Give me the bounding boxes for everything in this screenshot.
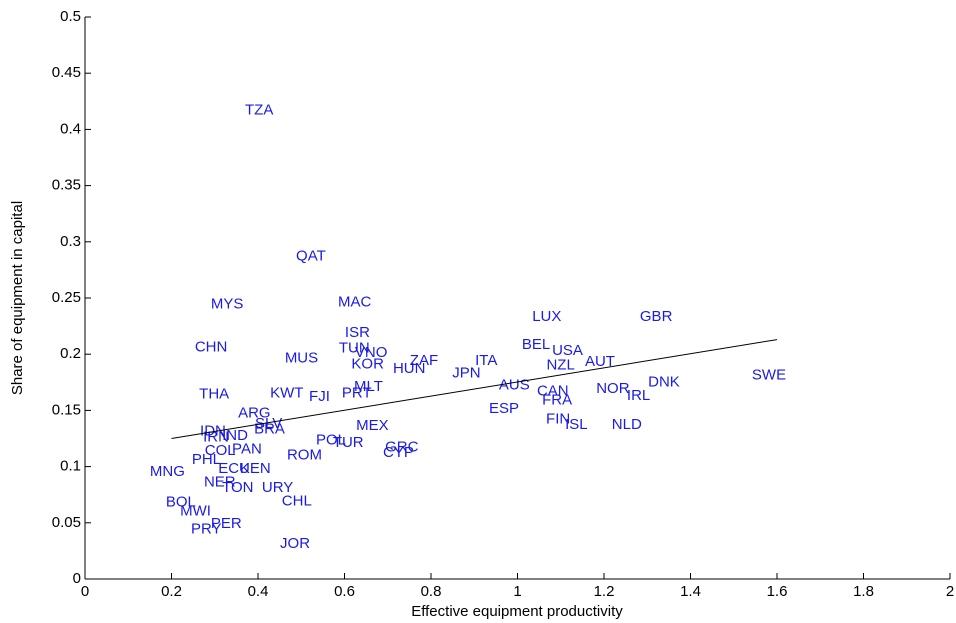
y-tick-label: 0.05 [52,514,81,531]
point-label: NER [204,473,236,490]
point-label: GRC [385,438,419,455]
point-label: CAN [537,382,569,399]
point-label: TUN [339,340,370,357]
point-label: ZAF [410,352,438,369]
y-tick-label: 0.2 [60,345,81,362]
point-label: ARG [238,405,271,422]
point-label: PER [211,515,242,532]
point-label: MNG [150,463,185,480]
x-tick-label: 0 [81,583,89,600]
point-label: THA [199,386,229,403]
point-label: NZL [546,356,574,373]
point-label: MEX [356,417,389,434]
point-label: TZA [245,101,273,118]
point-label: JOR [280,535,310,552]
y-tick-label: 0.5 [60,8,81,25]
point-label: KOR [351,355,384,372]
y-tick-label: 0 [73,570,81,587]
point-label: ECU [218,460,250,477]
point-label: IRL [627,387,650,404]
point-label: FJI [309,388,330,405]
point-label: KWT [270,385,303,402]
point-label: HUN [393,360,426,377]
point-label: CYP [383,444,414,461]
point-label: PRT [342,385,372,402]
point-label: URY [262,479,293,496]
point-label: AUS [499,377,530,394]
point-label: TON [222,479,253,496]
y-tick-label: 0.25 [52,289,81,306]
y-axis-label: Share of equipment in capital [9,201,26,395]
y-tick-label: 0.4 [60,120,81,137]
x-tick-label: 0.2 [161,583,182,600]
point-label: SLV [255,415,282,432]
point-label: ISL [565,416,588,433]
point-label: AUT [585,353,615,370]
point-label: ITA [475,352,497,369]
point-label: PAN [232,441,262,458]
point-label: KEN [240,460,271,477]
x-tick-label: 1.2 [594,583,615,600]
x-tick-label: 0.8 [421,583,442,600]
point-label: CHL [282,492,312,509]
point-label: FRA [542,391,572,408]
point-label: ROM [287,446,322,463]
fit-line [171,339,778,439]
point-label: FIN [546,410,570,427]
point-label: VNO [355,344,388,361]
point-label: MUS [285,350,318,367]
x-axis-label: Effective equipment productivity [411,603,623,620]
point-label: ISR [345,324,370,341]
point-label: GBR [640,308,673,325]
point-label: QAT [296,247,326,264]
point-label: NLD [612,416,642,433]
point-label: LUX [532,308,561,325]
point-label: JPN [452,364,480,381]
point-label: MAC [338,293,372,310]
point-label: BOL [166,494,196,511]
y-tick-label: 0.45 [52,64,81,81]
x-tick-label: 1.6 [767,583,788,600]
point-label: USA [552,342,583,359]
y-tick-label: 0.1 [60,458,81,475]
x-tick-label: 2 [946,583,954,600]
point-label: COL [205,442,236,459]
point-label: TUR [333,434,364,451]
x-tick-label: 1.8 [853,583,874,600]
point-label: BRA [254,420,285,437]
x-tick-label: 0.6 [334,583,355,600]
point-label: MWI [180,503,211,520]
point-label: BEL [522,336,550,353]
point-label: PRY [191,521,222,538]
y-tick-label: 0.35 [52,177,81,194]
point-label: ESP [489,400,519,417]
x-tick-label: 0.4 [248,583,269,600]
point-label: POL [316,432,346,449]
point-label: IND [222,427,248,444]
x-tick-label: 1.4 [680,583,701,600]
point-label: PHL [192,451,221,468]
point-label: DNK [648,373,680,390]
point-label: CHN [195,338,228,355]
y-tick-label: 0.3 [60,233,81,250]
point-label: MLT [354,378,383,395]
y-tick-label: 0.15 [52,401,81,418]
point-label: SWE [752,367,786,384]
point-label: NOR [596,380,630,397]
point-label: MYS [211,296,244,313]
x-tick-label: 1 [513,583,521,600]
